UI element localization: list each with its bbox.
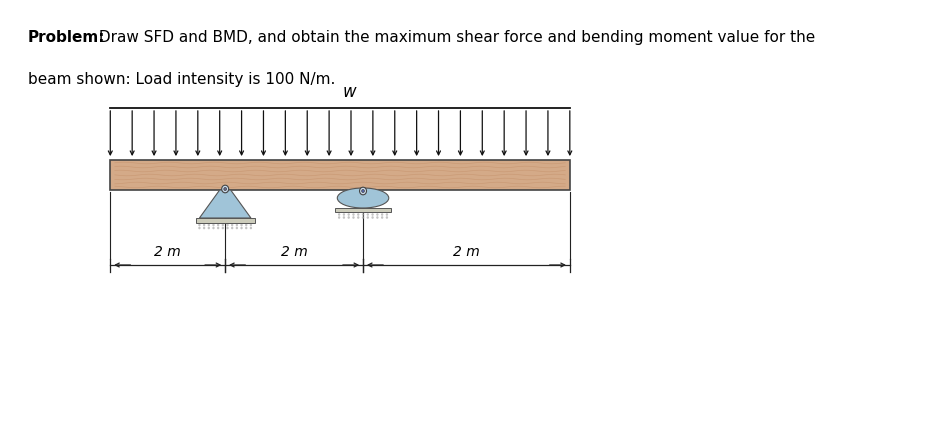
Circle shape (362, 216, 365, 219)
Circle shape (226, 227, 229, 229)
Circle shape (371, 213, 374, 216)
Circle shape (212, 227, 215, 229)
Text: Draw SFD and BMD, and obtain the maximum shear force and bending moment value fo: Draw SFD and BMD, and obtain the maximum… (94, 30, 815, 45)
Circle shape (223, 187, 226, 190)
Circle shape (362, 213, 365, 216)
Circle shape (231, 224, 234, 227)
Circle shape (386, 213, 388, 216)
Circle shape (226, 224, 229, 227)
Text: Problem:: Problem: (27, 30, 105, 45)
Circle shape (208, 224, 210, 227)
Circle shape (222, 227, 224, 229)
Text: beam shown: Load intensity is 100 N/m.: beam shown: Load intensity is 100 N/m. (27, 72, 335, 87)
Circle shape (198, 227, 201, 229)
Circle shape (376, 213, 379, 216)
Text: 2 m: 2 m (280, 245, 308, 259)
Polygon shape (195, 218, 254, 222)
Ellipse shape (338, 188, 389, 208)
Circle shape (231, 227, 234, 229)
Circle shape (367, 213, 369, 216)
Circle shape (217, 227, 220, 229)
Circle shape (198, 224, 201, 227)
Circle shape (217, 224, 220, 227)
Circle shape (343, 213, 345, 216)
Circle shape (376, 216, 379, 219)
Polygon shape (199, 190, 251, 218)
Circle shape (352, 216, 354, 219)
Circle shape (338, 216, 340, 219)
Circle shape (236, 227, 238, 229)
Circle shape (240, 227, 243, 229)
Circle shape (245, 227, 248, 229)
Circle shape (212, 224, 215, 227)
Circle shape (222, 224, 224, 227)
Circle shape (352, 213, 354, 216)
Circle shape (348, 216, 350, 219)
Circle shape (250, 227, 252, 229)
Text: 2 m: 2 m (154, 245, 181, 259)
Text: w: w (342, 83, 356, 101)
Circle shape (250, 224, 252, 227)
Circle shape (208, 227, 210, 229)
Circle shape (362, 190, 365, 193)
Circle shape (222, 185, 229, 193)
Polygon shape (336, 208, 391, 212)
Circle shape (203, 227, 206, 229)
Circle shape (203, 224, 206, 227)
Circle shape (338, 213, 340, 216)
Circle shape (245, 224, 248, 227)
Text: 2 m: 2 m (453, 245, 480, 259)
Circle shape (240, 224, 243, 227)
Circle shape (381, 213, 383, 216)
Circle shape (367, 216, 369, 219)
Circle shape (360, 187, 367, 195)
Circle shape (381, 216, 383, 219)
Circle shape (357, 216, 359, 219)
Polygon shape (110, 160, 569, 190)
Circle shape (386, 216, 388, 219)
Circle shape (371, 216, 374, 219)
Circle shape (357, 213, 359, 216)
Circle shape (236, 224, 238, 227)
Circle shape (348, 213, 350, 216)
Circle shape (343, 216, 345, 219)
